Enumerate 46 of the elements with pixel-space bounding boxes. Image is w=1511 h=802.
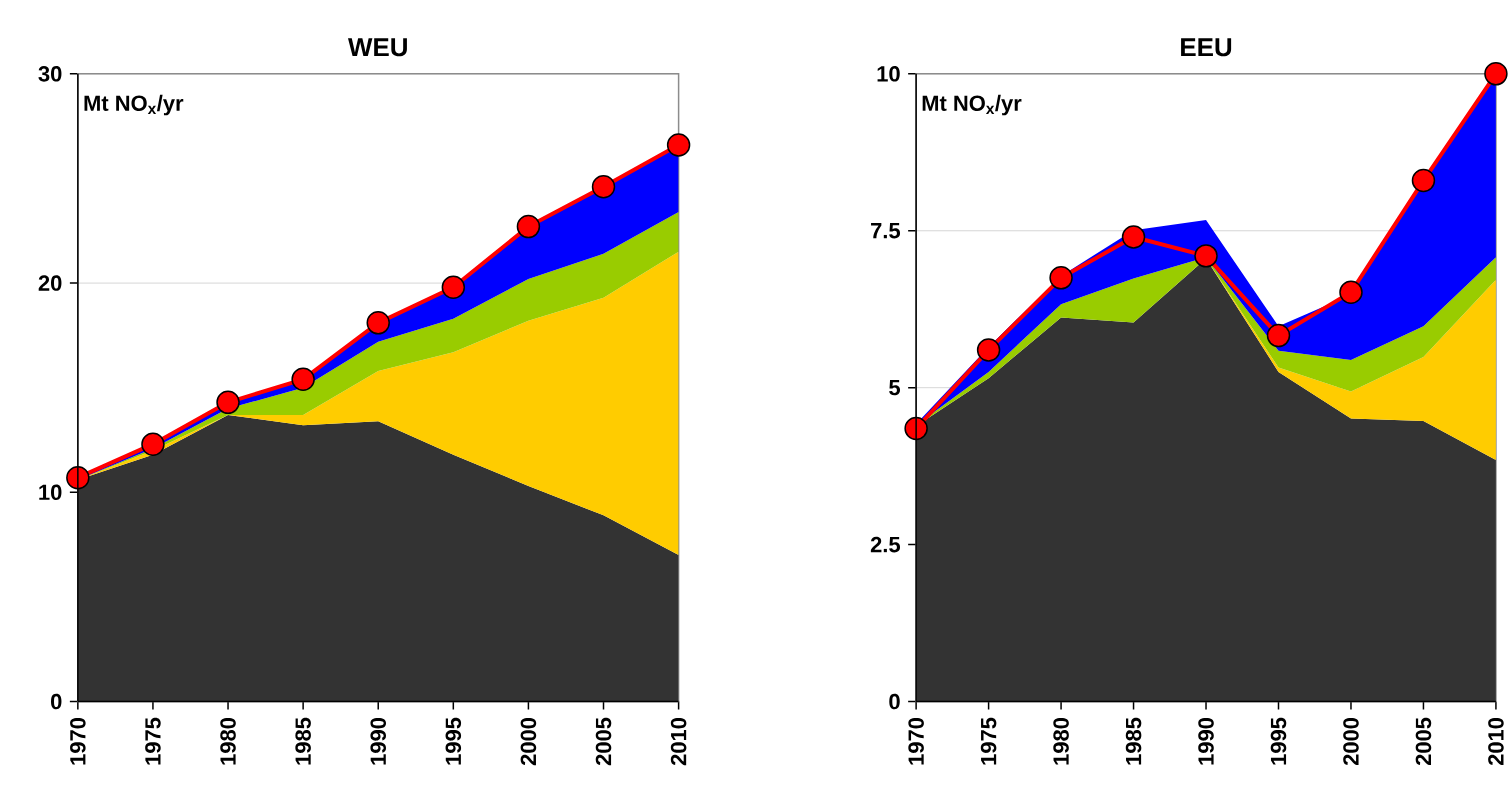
point	[1484, 61, 1508, 86]
point	[216, 390, 240, 414]
point	[1411, 168, 1436, 193]
y-tick-label: 20	[38, 275, 62, 291]
y-axis-title: Mt NO$_{x}$/yr	[84, 94, 184, 116]
point	[441, 275, 466, 299]
x-tick-label: 1970	[70, 717, 86, 765]
x-tick-label: 1970	[908, 717, 924, 765]
point	[976, 338, 1001, 362]
x-tick-label: 2000	[1343, 717, 1359, 765]
y-tick-label: 7.5	[871, 222, 901, 239]
point	[291, 367, 315, 391]
x-tick-label: 1985	[295, 717, 311, 765]
y-tick-label: 2.5	[870, 536, 901, 553]
x-tick-label: 1980	[220, 717, 236, 765]
y-axis-title: Mt NO$_{x}$/yr	[922, 94, 1022, 116]
x-tick-label: 1985	[1125, 717, 1142, 765]
x-tick-label: 2005	[595, 717, 612, 765]
x-tick-label: 1975	[145, 717, 161, 765]
y-tick-label: 5	[889, 379, 901, 396]
chart-title: WEU	[347, 38, 407, 57]
point	[1121, 225, 1146, 249]
chart-title: EEU	[1181, 38, 1232, 57]
point	[516, 214, 541, 239]
x-tick-label: 1990	[370, 717, 386, 765]
point	[1266, 323, 1291, 348]
x-tick-label: 1980	[1053, 717, 1069, 765]
y-tick-label: 0	[889, 693, 900, 710]
x-tick-label: 2010	[1488, 717, 1504, 765]
x-tick-label: 2010	[670, 717, 687, 765]
point	[1339, 280, 1363, 304]
y-tick-label: 10	[39, 484, 62, 500]
point	[591, 174, 616, 199]
x-tick-label: 2005	[1415, 717, 1432, 765]
x-tick-label: 1975	[980, 717, 997, 765]
point	[366, 310, 390, 335]
x-tick-label: 1995	[445, 717, 462, 765]
y-tick-label: 10	[877, 65, 900, 82]
x-tick-label: 1990	[1198, 717, 1214, 765]
y-tick-label: 30	[38, 65, 62, 82]
point	[1194, 243, 1218, 268]
x-tick-label: 2000	[520, 717, 537, 765]
y-tick-label: 0	[51, 693, 62, 710]
point	[1049, 265, 1073, 290]
x-tick-label: 1995	[1270, 717, 1287, 765]
point	[666, 133, 691, 157]
